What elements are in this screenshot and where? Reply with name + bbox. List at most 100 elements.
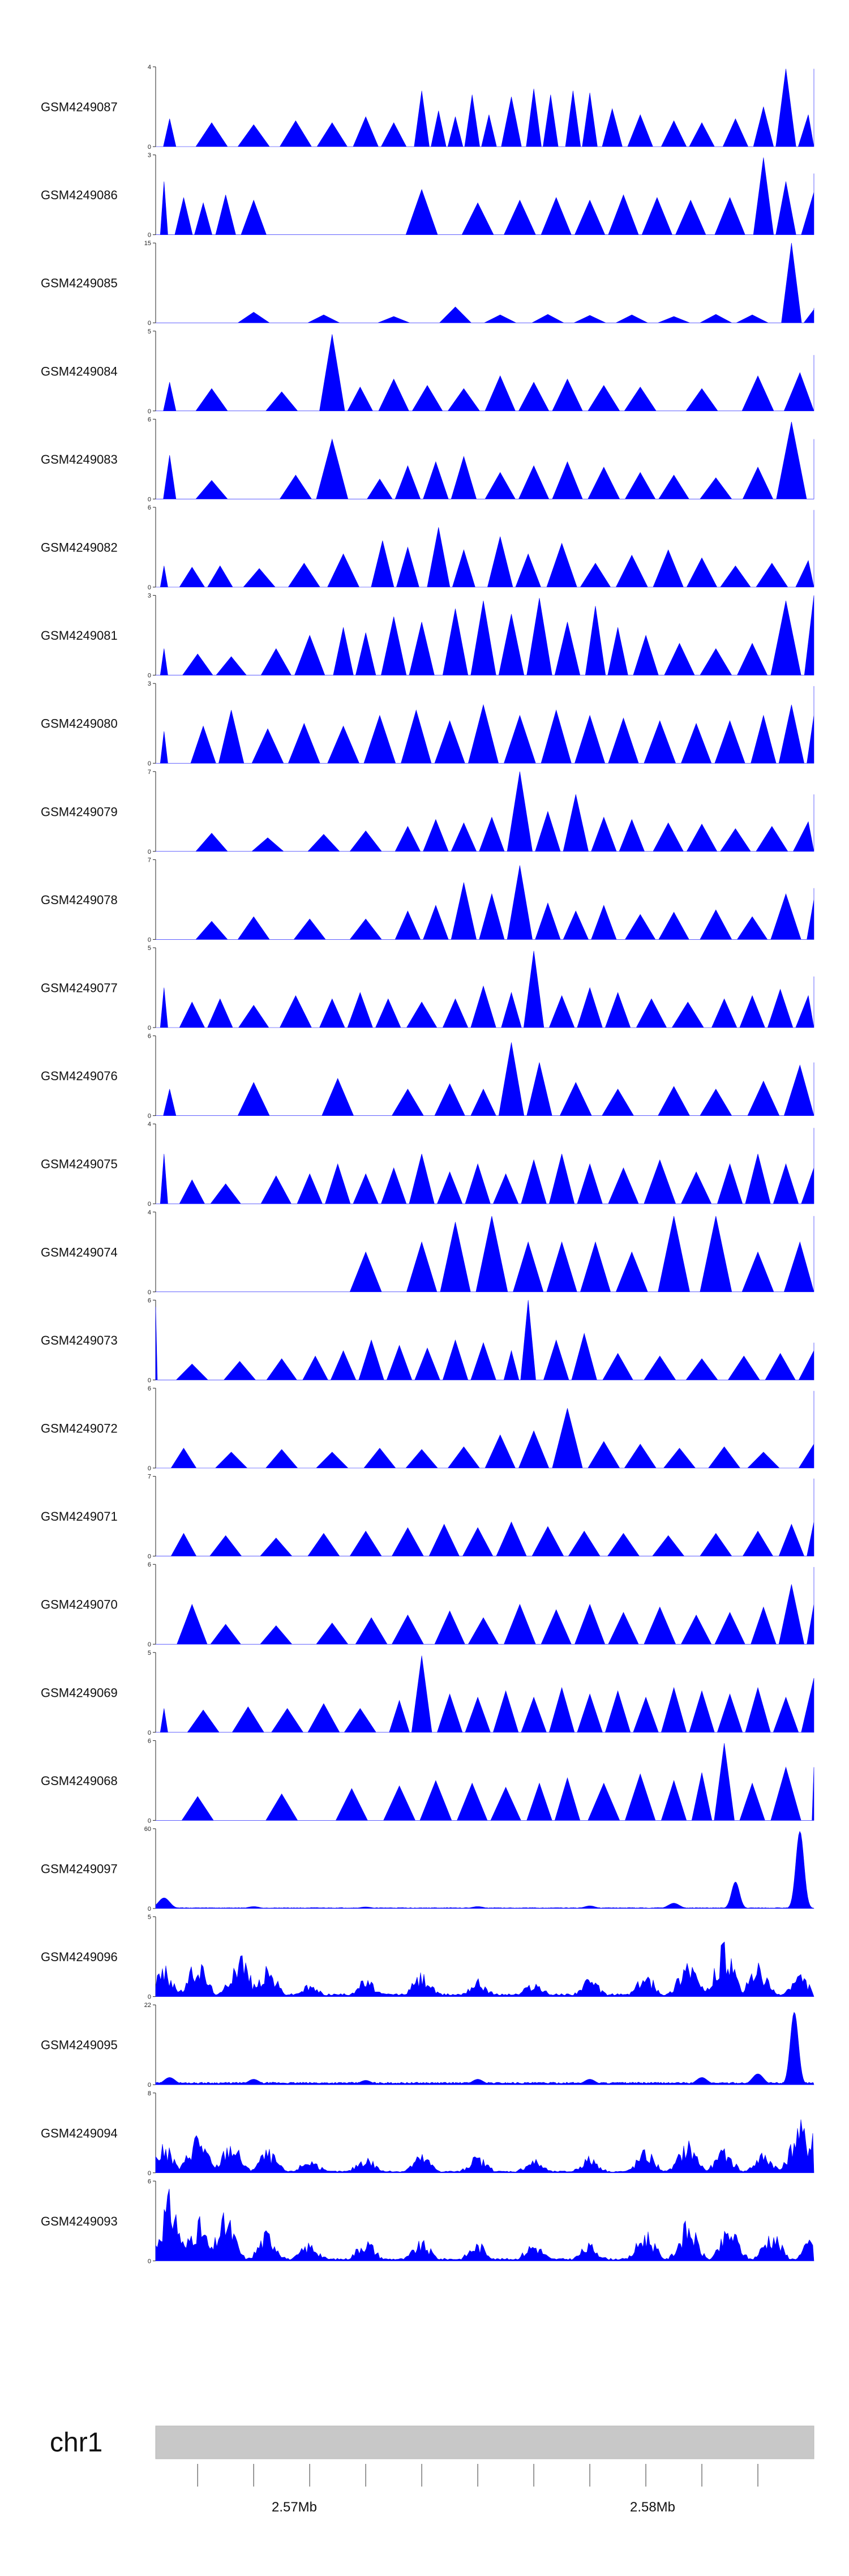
- y-zero-label: 0: [148, 1377, 151, 1384]
- track-gsm4249086: GSM4249086 3 0: [41, 152, 814, 239]
- track-label: GSM4249075: [41, 1157, 118, 1171]
- y-zero-label: 0: [148, 849, 151, 855]
- signal-area: [155, 2189, 814, 2261]
- signal-area: [155, 1830, 814, 1909]
- track-label: GSM4249087: [41, 100, 118, 114]
- track-label: GSM4249086: [41, 188, 118, 202]
- y-max-label: 3: [148, 152, 151, 159]
- track-gsm4249075: GSM4249075 4 0: [41, 1121, 814, 1208]
- signal-area: [155, 2012, 814, 2085]
- y-max-label: 60: [144, 1826, 151, 1833]
- track-label: GSM4249096: [41, 1950, 118, 1964]
- signal-area: [155, 1300, 814, 1380]
- track-label: GSM4249085: [41, 276, 118, 290]
- track-gsm4249094: GSM4249094 8 0: [41, 2090, 814, 2177]
- track-gsm4249087: GSM4249087 4 0: [41, 64, 814, 151]
- signal-area: [156, 1390, 814, 1469]
- y-max-label: 7: [148, 857, 151, 863]
- track-label: GSM4249069: [41, 1685, 118, 1700]
- axis-ticks: [197, 2464, 758, 2487]
- track-gsm4249071: GSM4249071 7 0: [41, 1474, 814, 1560]
- y-max-label: 6: [148, 504, 151, 511]
- track-label: GSM4249074: [41, 1245, 118, 1259]
- track-label: GSM4249095: [41, 2038, 118, 2052]
- y-zero-label: 0: [148, 1465, 151, 1472]
- track-label: GSM4249094: [41, 2126, 118, 2140]
- track-gsm4249078: GSM4249078 7 0: [41, 857, 814, 943]
- y-zero-label: 0: [148, 673, 151, 679]
- y-zero-label: 0: [148, 1554, 151, 1560]
- y-max-label: 3: [148, 593, 151, 600]
- track-gsm4249080: GSM4249080 3 0: [41, 681, 814, 767]
- track-gsm4249097: GSM4249097 60 0: [41, 1826, 814, 1912]
- signal-area: [156, 1655, 814, 1733]
- y-max-label: 3: [148, 681, 151, 687]
- track-gsm4249077: GSM4249077 5 0: [41, 945, 814, 1032]
- track-label: GSM4249093: [41, 2214, 118, 2228]
- signal-area: [156, 686, 814, 764]
- y-max-label: 6: [148, 2178, 151, 2185]
- y-zero-label: 0: [148, 496, 151, 503]
- track-label: GSM4249082: [41, 541, 118, 555]
- track-label: GSM4249079: [41, 805, 118, 819]
- chromosome-label: chr1: [50, 2428, 102, 2458]
- track-label: GSM4249081: [41, 628, 118, 643]
- signal-area: [155, 2119, 814, 2173]
- y-max-label: 5: [148, 328, 151, 335]
- track-gsm4249072: GSM4249072 6 0: [41, 1385, 814, 1472]
- signal-area: [156, 157, 814, 235]
- tick-label-2-58mb: 2.58Mb: [630, 2500, 675, 2515]
- track-label: GSM4249078: [41, 893, 118, 907]
- y-zero-label: 0: [148, 2082, 151, 2089]
- y-zero-label: 0: [148, 760, 151, 767]
- track-label: GSM4249072: [41, 1422, 118, 1436]
- track-gsm4249083: GSM4249083 6 0: [41, 416, 814, 503]
- y-max-label: 6: [148, 1033, 151, 1040]
- track-gsm4249074: GSM4249074 4 0: [41, 1209, 814, 1296]
- tick-label-2-57mb: 2.57Mb: [272, 2500, 317, 2515]
- y-zero-label: 0: [148, 1906, 151, 1912]
- track-label: GSM4249071: [41, 1509, 118, 1524]
- y-zero-label: 0: [148, 144, 151, 151]
- signal-area: [156, 771, 814, 852]
- y-max-label: 5: [148, 1914, 151, 1921]
- track-label: GSM4249080: [41, 717, 118, 731]
- track-gsm4249068: GSM4249068 6 0: [41, 1738, 814, 1824]
- y-zero-label: 0: [148, 1817, 151, 1824]
- signal-area: [156, 1128, 814, 1204]
- y-zero-label: 0: [148, 2170, 151, 2177]
- y-max-label: 6: [148, 1561, 151, 1568]
- y-zero-label: 0: [148, 320, 151, 327]
- y-zero-label: 0: [148, 232, 151, 239]
- track-gsm4249085: GSM4249085 15 0: [41, 240, 814, 327]
- signal-area: [156, 1567, 814, 1645]
- track-label: GSM4249097: [41, 1862, 118, 1876]
- track-gsm4249095: GSM4249095 22 0: [41, 2002, 814, 2089]
- track-label: GSM4249070: [41, 1598, 118, 1612]
- signal-area: [156, 1216, 814, 1293]
- y-max-label: 4: [148, 1121, 151, 1128]
- signal-area: [156, 422, 814, 499]
- track-gsm4249093: GSM4249093 6 0: [41, 2178, 814, 2265]
- y-max-label: 22: [144, 2002, 151, 2009]
- signal-area: [156, 243, 814, 323]
- y-zero-label: 0: [148, 1994, 151, 2001]
- signal-area: [156, 69, 814, 147]
- signal-area: [156, 865, 814, 940]
- track-gsm4249070: GSM4249070 6 0: [41, 1561, 814, 1648]
- y-max-label: 7: [148, 769, 151, 776]
- track-gsm4249076: GSM4249076 6 0: [41, 1033, 814, 1120]
- y-max-label: 6: [148, 416, 151, 423]
- track-label: GSM4249073: [41, 1333, 118, 1347]
- signal-area: [156, 1743, 814, 1821]
- y-max-label: 5: [148, 1650, 151, 1657]
- signal-area: [156, 1478, 814, 1556]
- y-max-label: 15: [144, 240, 151, 247]
- y-zero-label: 0: [148, 1025, 151, 1032]
- track-gsm4249073: GSM4249073 6 0: [41, 1297, 814, 1384]
- y-max-label: 6: [148, 1297, 151, 1304]
- track-label: GSM4249076: [41, 1069, 118, 1083]
- y-max-label: 8: [148, 2090, 151, 2097]
- y-max-label: 6: [148, 1385, 151, 1392]
